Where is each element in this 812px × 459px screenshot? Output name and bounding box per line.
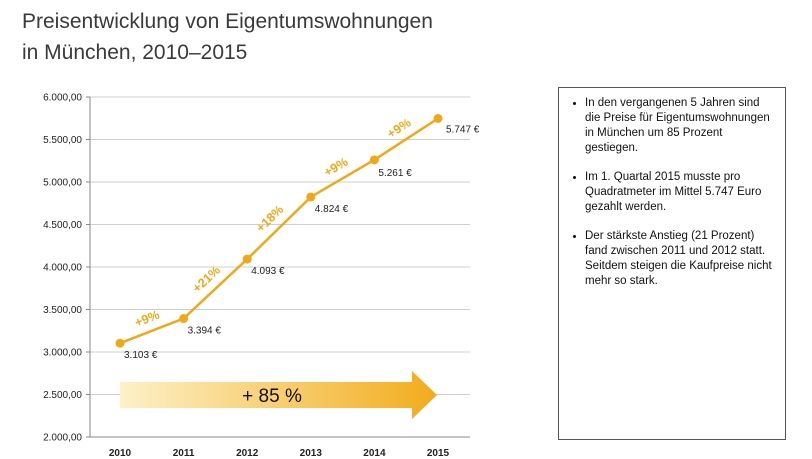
chart-title-line-2: in München, 2010–2015 — [22, 41, 248, 64]
y-tick-label: 2.000,00 — [43, 433, 82, 444]
value-label: 3.394 € — [188, 326, 222, 337]
value-label: 5.747 € — [446, 125, 480, 136]
growth-label: +18% — [253, 202, 286, 235]
growth-arrow-shape — [120, 371, 437, 419]
value-label: 5.261 € — [378, 168, 412, 179]
value-label: 4.824 € — [315, 204, 349, 215]
data-point — [369, 155, 379, 165]
y-tick-label: 4.500,00 — [43, 220, 82, 231]
growth-arrow: + 85 % — [120, 371, 437, 419]
data-point — [306, 192, 316, 202]
x-tick-label: 2015 — [427, 448, 450, 459]
growth-label: +9% — [133, 308, 162, 330]
series-line-path — [119, 117, 439, 345]
growth-arrow-label: + 85 % — [242, 386, 302, 407]
x-tick-label: 2014 — [363, 448, 386, 459]
data-point — [179, 314, 189, 324]
info-box: In den vergangenen 5 Jahren sind die Pre… — [558, 87, 786, 440]
value-label: 4.093 € — [251, 266, 285, 277]
x-tick-label: 2012 — [236, 448, 259, 459]
data-point — [115, 338, 125, 348]
series-line — [115, 114, 443, 348]
y-tick-label: 6.000,00 — [43, 93, 82, 104]
data-point — [242, 254, 252, 264]
x-tick-label: 2010 — [109, 448, 132, 459]
y-tick-label: 2.500,00 — [43, 390, 82, 401]
x-tick-label: 2013 — [300, 448, 323, 459]
data-point — [433, 114, 443, 124]
y-tick-label: 5.500,00 — [43, 135, 82, 146]
growth-label: +21% — [190, 263, 223, 295]
chart-title-line-1: Preisentwicklung von Eigentumswohnungen — [22, 10, 433, 33]
x-tick-label: 2011 — [173, 448, 195, 459]
data-labels: 3.103 € 3.394 € 4.093 € 4.824 € 5.261 € 5.747… — [124, 115, 480, 361]
info-list: In den vergangenen 5 Jahren sind die Pre… — [567, 96, 775, 289]
y-tick-label: 4.000,00 — [43, 263, 82, 274]
y-tick-label: 3.500,00 — [43, 305, 82, 316]
y-tick-label: 3.000,00 — [43, 348, 82, 359]
value-label: 3.103 € — [124, 350, 158, 361]
y-tick-label: 5.000,00 — [43, 178, 82, 189]
info-item-3: Der stärkste Anstieg (21 Prozent) fand z… — [585, 229, 775, 289]
info-item-1: In den vergangenen 5 Jahren sind die Pre… — [585, 96, 775, 156]
axes: 2.000,00 2.500,00 3.000,00 3.500,00 4.000,00… — [43, 93, 470, 459]
info-item-2: Im 1. Quartal 2015 musste pro Quadratmet… — [585, 170, 775, 215]
chart-title: Preisentwicklung von Eigentumswohnungen … — [22, 6, 433, 68]
price-line-chart: 2.000,00 2.500,00 3.000,00 3.500,00 4.000,00… — [43, 93, 480, 459]
